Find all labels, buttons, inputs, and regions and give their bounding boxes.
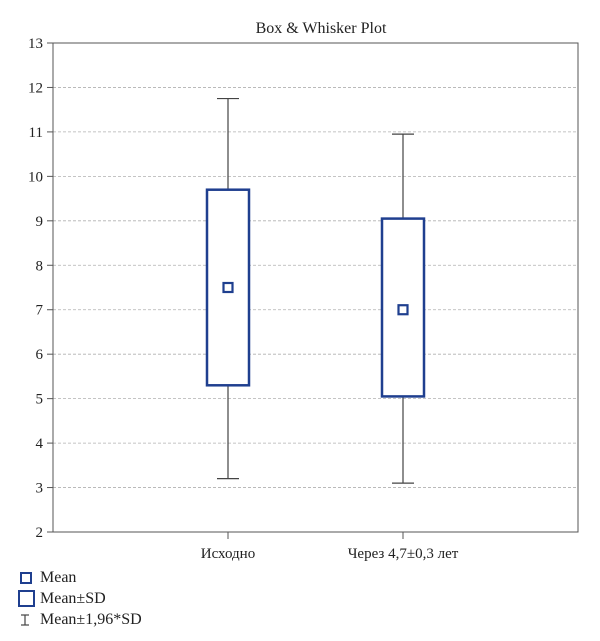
y-tick-label: 6 (36, 347, 44, 363)
x-tick-label: Исходно (201, 546, 255, 562)
box-group (205, 97, 251, 480)
y-tick-label: 8 (36, 258, 44, 274)
y-tick-label: 3 (36, 481, 44, 497)
mean-marker (222, 281, 234, 294)
legend-item-whisker: Mean±1,96*SD (18, 609, 142, 630)
legend-item-sd: Mean±SD (18, 588, 142, 609)
chart-title: Box & Whisker Plot (256, 20, 387, 37)
x-tick-label: Через 4,7±0,3 лет (348, 546, 459, 562)
grid-lines (53, 87, 578, 488)
legend: Mean Mean±SD Mean±1,96*SD (18, 567, 142, 630)
x-axis: Исходно Через 4,7±0,3 лет (201, 532, 459, 562)
y-tick-label: 12 (28, 80, 43, 96)
y-axis: 2 3 4 5 6 7 8 9 10 11 12 13 (28, 36, 53, 541)
y-tick-label: 2 (36, 525, 44, 541)
legend-label-whisker: Mean±1,96*SD (40, 610, 142, 628)
y-tick-label: 13 (28, 36, 43, 52)
sd-box-icon (18, 590, 40, 607)
y-tick-label: 11 (29, 125, 43, 141)
mean-marker (397, 304, 409, 316)
legend-item-mean: Mean (18, 567, 142, 588)
legend-label-sd: Mean±SD (40, 589, 106, 607)
y-tick-label: 9 (36, 214, 44, 230)
y-tick-label: 10 (28, 169, 43, 185)
legend-label-mean: Mean (40, 568, 77, 586)
plot-area (205, 97, 426, 484)
box-group (380, 133, 426, 484)
y-tick-label: 7 (36, 303, 44, 319)
y-tick-label: 4 (36, 436, 44, 452)
whisker-icon (18, 613, 40, 627)
mean-square-icon (18, 571, 40, 584)
plot-frame (52, 42, 579, 533)
y-tick-label: 5 (36, 392, 44, 408)
